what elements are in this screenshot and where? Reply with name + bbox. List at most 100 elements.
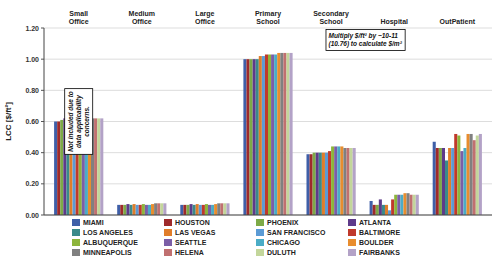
bar [100,118,103,215]
legend-swatch [348,239,356,246]
bar [250,59,253,215]
legend-swatch [348,249,356,256]
category-label: SecondarySchool [313,10,349,25]
bar [385,205,388,215]
bar [163,203,166,215]
bar [120,205,123,215]
bar [223,203,226,215]
legend-label: MIAMI [83,219,104,226]
legend-swatch [256,219,264,226]
bar [214,204,217,215]
bar [436,148,439,215]
legend-swatch [256,229,264,236]
tick-label: 0.80 [25,87,39,94]
bar [448,148,451,215]
category-label-line: Medium [129,10,155,17]
grid-line [44,215,492,216]
bar [451,148,454,215]
bar [256,59,259,215]
bar [350,148,353,215]
bar [467,134,470,215]
bar [202,205,205,215]
category-label: LargeOffice [195,10,215,25]
legend-swatch [72,219,80,226]
annotation: Not included due todata applicabilitycon… [65,89,93,155]
bar [439,148,442,215]
annotation-line: Multiply $/ft² by ~10-11 [328,32,398,40]
bar [353,148,356,215]
bar [473,140,476,215]
annotation-box [65,89,93,155]
legend-swatch [72,249,80,256]
bar [126,204,129,215]
bar [376,205,379,215]
legend-swatch [256,249,264,256]
bar [283,53,286,215]
y-axis-line [44,28,45,215]
bar [268,54,271,215]
bar [306,154,309,215]
tick-label: 0.00 [25,212,39,219]
legend-label: PHOENIX [267,219,299,226]
bar [54,122,57,216]
bar [470,134,473,215]
category-label: SmallOffice [69,10,89,25]
bar [145,205,148,215]
bar [316,153,319,215]
bar [454,134,457,215]
bar [313,153,316,215]
legend-label: FAIRBANKS [359,249,400,256]
x-axis-line [44,215,492,216]
bar [142,204,145,215]
legend-label: HOUSTON [175,219,210,226]
bar [325,153,328,215]
bar [442,148,445,215]
bar [265,54,268,215]
bar [370,201,373,215]
bar [416,195,419,215]
bar [403,193,406,215]
bar [397,195,400,215]
bar [394,195,397,215]
bar [382,205,385,215]
category-label: MediumOffice [129,10,155,25]
legend-swatch [164,249,172,256]
legend-swatch [164,219,172,226]
bar [274,54,277,215]
bar [208,205,211,215]
bar [220,203,223,215]
legend-swatch [72,229,80,236]
bar [319,153,322,215]
bar [262,56,265,215]
tick-label: 0.60 [25,118,39,125]
bar [180,205,183,215]
bar [243,59,246,215]
category-label-line: Primary [255,10,281,18]
category-label-line: Large [195,10,214,18]
bar [94,118,97,215]
category-label-line: Secondary [313,10,349,18]
legend-swatch [72,239,80,246]
bar [129,205,132,215]
bar [322,153,325,215]
legend-label: LOS ANGELES [83,229,133,236]
annotation-line: Not included due to [67,91,74,152]
bar [343,148,346,215]
tick-label: 0.20 [25,180,39,187]
legend-label: BALTIMORE [359,229,400,236]
category-label-line: Small [69,10,88,17]
legend-label: SEATTLE [175,239,207,246]
category-label: OutPatient [440,18,476,25]
bar [410,195,413,215]
bar [217,203,220,215]
bar [340,146,343,215]
bar [60,120,63,215]
category-label: PrimarySchool [255,10,281,25]
category-label-line: Office [69,18,89,25]
annotation-text: Not included due todata applicabilitycon… [67,91,90,152]
bar [259,56,262,215]
bar [328,151,331,215]
annotation: Multiply $/ft² by ~10-11(10.76) to calcu… [326,30,405,51]
bar [445,160,448,215]
chart: 0.000.200.400.600.801.001.20SmallOfficeM… [0,0,500,269]
